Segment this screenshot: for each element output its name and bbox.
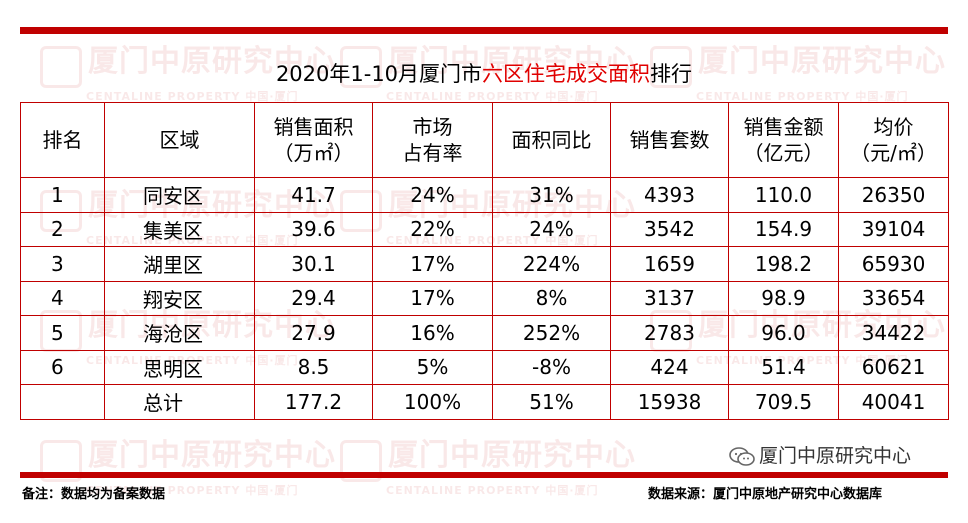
cell-share: 5% bbox=[372, 349, 493, 385]
table-row: 5 海沧区 27.9 16% 252% 2783 96.0 34422 bbox=[20, 315, 949, 351]
cell-share: 22% bbox=[372, 211, 493, 247]
cell-region: 翔安区 bbox=[104, 280, 255, 316]
cell-share: 17% bbox=[372, 246, 493, 282]
cell-region: 湖里区 bbox=[104, 246, 255, 282]
watermark-subtext: CENTALINE PROPERTY 中国·厦门 bbox=[386, 483, 599, 497]
watermark-text: 厦门中原研究中心 bbox=[388, 438, 636, 473]
cell-yoy: 8% bbox=[492, 280, 611, 316]
cell-yoy: 252% bbox=[492, 315, 611, 351]
cell-region: 集美区 bbox=[104, 211, 255, 247]
header-share: 市场 占有率 bbox=[372, 102, 493, 178]
header-rank: 排名 bbox=[20, 102, 105, 178]
cell-yoy: 51% bbox=[492, 384, 611, 420]
table-row: 2 集美区 39.6 22% 24% 3542 154.9 39104 bbox=[20, 211, 949, 247]
cell-price: 65930 bbox=[838, 246, 949, 282]
wechat-account-label: 厦门中原研究中心 bbox=[729, 441, 911, 468]
cell-amount: 110.0 bbox=[728, 177, 839, 213]
cell-price: 39104 bbox=[838, 211, 949, 247]
cell-amount: 709.5 bbox=[728, 384, 839, 420]
footer-note: 备注：数据均为备案数据 bbox=[22, 487, 166, 502]
cell-rank: 3 bbox=[20, 246, 105, 282]
cell-units: 15938 bbox=[610, 384, 729, 420]
header-price: 均价 （元/㎡） bbox=[838, 102, 949, 178]
cell-area: 177.2 bbox=[254, 384, 373, 420]
cell-price: 60621 bbox=[838, 349, 949, 385]
ranking-table: 排名 区域 销售面积 （万㎡） 市场 占有率 面积同比 销售套数 销售金额 （亿元） … bbox=[20, 102, 949, 420]
cell-units: 3137 bbox=[610, 280, 729, 316]
cell-yoy: 224% bbox=[492, 246, 611, 282]
cell-rank bbox=[20, 384, 105, 420]
header-units: 销售套数 bbox=[610, 102, 729, 178]
footer-source: 数据来源：厦门中原地产研究中心数据库 bbox=[648, 487, 883, 502]
cell-units: 3542 bbox=[610, 211, 729, 247]
bottom-red-bar bbox=[20, 472, 948, 478]
page-title: 2020年1-10月厦门市六区住宅成交面积排行 bbox=[0, 60, 968, 88]
cell-share: 17% bbox=[372, 280, 493, 316]
cell-units: 424 bbox=[610, 349, 729, 385]
table-total-row: 总计 177.2 100% 51% 15938 709.5 40041 bbox=[20, 384, 949, 420]
cell-area: 27.9 bbox=[254, 315, 373, 351]
top-red-bar bbox=[20, 27, 948, 34]
cell-rank: 5 bbox=[20, 315, 105, 351]
cell-rank: 2 bbox=[20, 211, 105, 247]
cell-area: 39.6 bbox=[254, 211, 373, 247]
cell-region: 同安区 bbox=[104, 177, 255, 213]
cell-region: 总计 bbox=[104, 384, 255, 420]
title-prefix: 2020年1-10月厦门市 bbox=[275, 62, 483, 86]
table-row: 1 同安区 41.7 24% 31% 4393 110.0 26350 bbox=[20, 177, 949, 213]
cell-rank: 1 bbox=[20, 177, 105, 213]
header-region: 区域 bbox=[104, 102, 255, 178]
cell-units: 4393 bbox=[610, 177, 729, 213]
cell-units: 1659 bbox=[610, 246, 729, 282]
cell-yoy: 24% bbox=[492, 211, 611, 247]
title-highlight: 六区住宅成交面积 bbox=[482, 62, 651, 86]
cell-amount: 51.4 bbox=[728, 349, 839, 385]
cell-rank: 4 bbox=[20, 280, 105, 316]
table-row: 3 湖里区 30.1 17% 224% 1659 198.2 65930 bbox=[20, 246, 949, 282]
cell-amount: 96.0 bbox=[728, 315, 839, 351]
cell-area: 30.1 bbox=[254, 246, 373, 282]
cell-area: 41.7 bbox=[254, 177, 373, 213]
cell-area: 8.5 bbox=[254, 349, 373, 385]
cell-region: 思明区 bbox=[104, 349, 255, 385]
watermark-text: 厦门中原研究中心 bbox=[88, 438, 336, 473]
cell-share: 16% bbox=[372, 315, 493, 351]
cell-price: 33654 bbox=[838, 280, 949, 316]
cell-area: 29.4 bbox=[254, 280, 373, 316]
header-area: 销售面积 （万㎡） bbox=[254, 102, 373, 178]
cell-yoy: 31% bbox=[492, 177, 611, 213]
cell-amount: 198.2 bbox=[728, 246, 839, 282]
cell-units: 2783 bbox=[610, 315, 729, 351]
table-header-row: 排名 区域 销售面积 （万㎡） 市场 占有率 面积同比 销售套数 销售金额 （亿元） … bbox=[20, 102, 949, 178]
cell-price: 40041 bbox=[838, 384, 949, 420]
cell-amount: 154.9 bbox=[728, 211, 839, 247]
header-amount: 销售金额 （亿元） bbox=[728, 102, 839, 178]
cell-share: 24% bbox=[372, 177, 493, 213]
watermark: 厦门中原研究中心 CENTALINE PROPERTY 中国·厦门 bbox=[340, 430, 636, 498]
wechat-icon bbox=[729, 446, 755, 467]
table-row: 4 翔安区 29.4 17% 8% 3137 98.9 33654 bbox=[20, 280, 949, 316]
title-suffix: 排行 bbox=[650, 62, 693, 86]
cell-rank: 6 bbox=[20, 349, 105, 385]
cell-amount: 98.9 bbox=[728, 280, 839, 316]
cell-region: 海沧区 bbox=[104, 315, 255, 351]
header-yoy: 面积同比 bbox=[492, 102, 611, 178]
cell-price: 34422 bbox=[838, 315, 949, 351]
wechat-account-name: 厦门中原研究中心 bbox=[759, 445, 912, 467]
cell-price: 26350 bbox=[838, 177, 949, 213]
table-row: 6 思明区 8.5 5% -8% 424 51.4 60621 bbox=[20, 349, 949, 385]
cell-yoy: -8% bbox=[492, 349, 611, 385]
cell-share: 100% bbox=[372, 384, 493, 420]
